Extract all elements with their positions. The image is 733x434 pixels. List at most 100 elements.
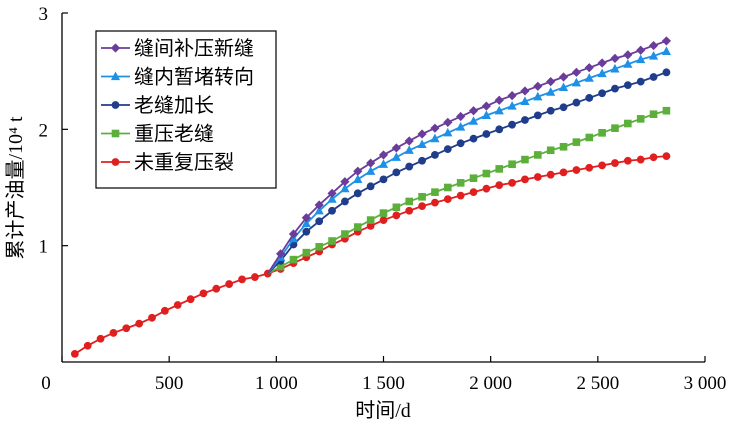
data-point (353, 189, 362, 198)
data-point (662, 152, 671, 160)
y-tick-label: 2 (39, 120, 49, 141)
data-point (302, 227, 311, 236)
data-point (636, 155, 645, 164)
data-point (558, 72, 569, 82)
data-point (624, 119, 632, 128)
data-point (405, 162, 414, 171)
data-point (443, 117, 453, 127)
data-point (623, 81, 632, 90)
data-point (623, 50, 633, 60)
data-point (417, 129, 427, 139)
data-point (546, 106, 555, 115)
data-point (585, 163, 594, 172)
data-point (585, 94, 594, 102)
data-point (468, 116, 479, 125)
data-point (469, 174, 478, 182)
data-point (456, 179, 465, 187)
data-point (571, 67, 581, 77)
data-point (533, 91, 543, 101)
data-point (392, 203, 401, 212)
data-point (546, 146, 555, 155)
data-point (661, 36, 672, 46)
data-point (597, 58, 607, 68)
data-point (507, 90, 517, 101)
data-point (520, 86, 530, 96)
data-point (584, 63, 594, 73)
legend-label: 重压老缝 (134, 122, 214, 146)
legend-item: 老缝加长 (101, 93, 214, 117)
data-point (534, 151, 542, 159)
x-tick-label: 1 500 (362, 373, 405, 394)
data-point (405, 206, 414, 215)
series-line (267, 109, 667, 275)
data-point (649, 110, 658, 119)
axes: 0 500 1 000 1 500 2 000 2 500 3 000 1 2 3 (39, 4, 727, 394)
data-point (598, 89, 607, 98)
data-point (431, 198, 439, 207)
data-point (469, 134, 478, 143)
legend-item: 未重复压裂 (101, 150, 234, 174)
data-point (353, 223, 362, 231)
data-point (597, 68, 607, 78)
data-point (469, 188, 478, 197)
y-axis-title: 累计产油量/10⁴ t (4, 116, 27, 260)
data-point (572, 98, 581, 107)
data-point (559, 168, 568, 177)
data-point (598, 161, 607, 170)
x-axis-title: 时间/d (355, 399, 411, 422)
legend-item: 缝内暂堵转向 (101, 65, 254, 89)
data-point (160, 306, 169, 315)
data-point (276, 262, 285, 271)
data-point (598, 129, 606, 137)
legend-label: 缝内暂堵转向 (134, 65, 254, 89)
data-point (456, 191, 465, 200)
data-point (533, 173, 542, 181)
data-point (649, 73, 658, 81)
data-point (546, 87, 556, 96)
legend-label: 老缝加长 (134, 93, 214, 117)
data-point (443, 127, 453, 137)
series-0 (267, 36, 672, 275)
data-point (521, 175, 529, 184)
data-point (289, 255, 298, 264)
data-point (443, 195, 452, 204)
data-point (546, 77, 556, 87)
data-point (610, 53, 620, 63)
data-point (418, 202, 426, 211)
x-tick-label: 2 500 (576, 373, 619, 394)
y-tick-label: 3 (39, 4, 49, 25)
data-point (212, 284, 221, 293)
data-point (83, 341, 92, 350)
data-point (546, 170, 555, 179)
data-point (559, 103, 568, 112)
data-point (661, 46, 672, 55)
data-point (366, 221, 375, 230)
series-base-shared (70, 269, 272, 358)
legend-label: 未重复压裂 (134, 150, 234, 174)
data-point (482, 130, 491, 138)
data-point (508, 178, 516, 187)
data-point (430, 123, 440, 133)
data-point (495, 181, 504, 190)
legend-marker (110, 43, 121, 53)
data-point (353, 166, 363, 176)
data-point (508, 160, 516, 169)
data-point (623, 59, 633, 68)
data-point (379, 216, 388, 224)
data-point (662, 106, 671, 115)
x-tick-label: 1 000 (255, 373, 298, 394)
data-point (431, 188, 439, 196)
data-point (648, 40, 659, 51)
data-point (636, 115, 645, 123)
data-point (96, 334, 105, 343)
data-point (611, 159, 619, 167)
data-point (611, 84, 619, 93)
data-point (301, 218, 311, 228)
data-point (636, 77, 645, 86)
data-point (443, 145, 452, 154)
data-point (135, 319, 144, 328)
data-point (122, 324, 131, 333)
data-point (623, 156, 632, 165)
